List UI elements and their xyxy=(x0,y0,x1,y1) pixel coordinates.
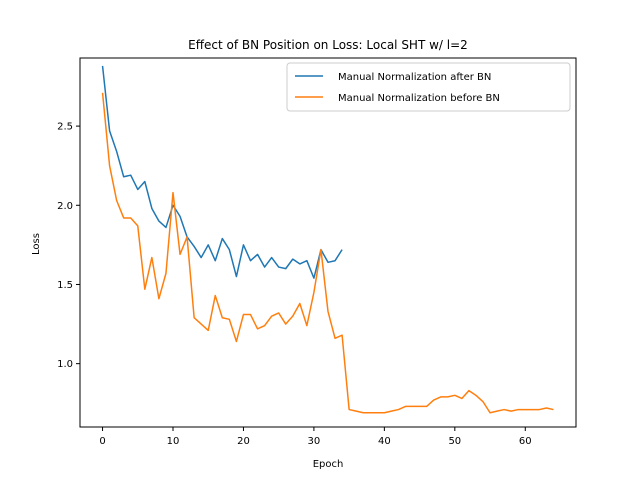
x-tick-label: 60 xyxy=(519,436,532,447)
series-line-2 xyxy=(101,92,554,414)
y-axis-ticks: 1.0 1.5 2.0 2.5 xyxy=(57,122,80,370)
x-tick-label: 30 xyxy=(308,436,321,447)
x-tick-label: 10 xyxy=(167,436,180,447)
chart-title: Effect of BN Position on Loss: Local SHT… xyxy=(188,38,468,52)
x-tick-label: 50 xyxy=(448,436,461,447)
x-axis-ticks: 0 10 20 30 40 50 60 xyxy=(99,427,532,447)
legend-label-1: Manual Normalization after BN xyxy=(338,72,491,83)
x-axis-title: Epoch xyxy=(313,459,344,470)
y-axis-title: Loss xyxy=(31,233,42,255)
y-tick-label: 2.5 xyxy=(57,122,73,133)
plot-frame xyxy=(79,57,577,428)
legend-label-2: Manual Normalization before BN xyxy=(338,93,500,104)
y-tick-label: 1.0 xyxy=(57,359,73,370)
plot-lines xyxy=(101,65,554,414)
y-tick-label: 1.5 xyxy=(57,280,73,291)
x-tick-label: 20 xyxy=(237,436,250,447)
series-line-1 xyxy=(101,65,343,279)
x-tick-label: 40 xyxy=(378,436,391,447)
legend: Manual Normalization after BN Manual Norm… xyxy=(286,62,571,112)
legend-box xyxy=(286,62,571,112)
x-tick-label: 0 xyxy=(99,436,105,447)
y-tick-label: 2.0 xyxy=(57,201,73,212)
